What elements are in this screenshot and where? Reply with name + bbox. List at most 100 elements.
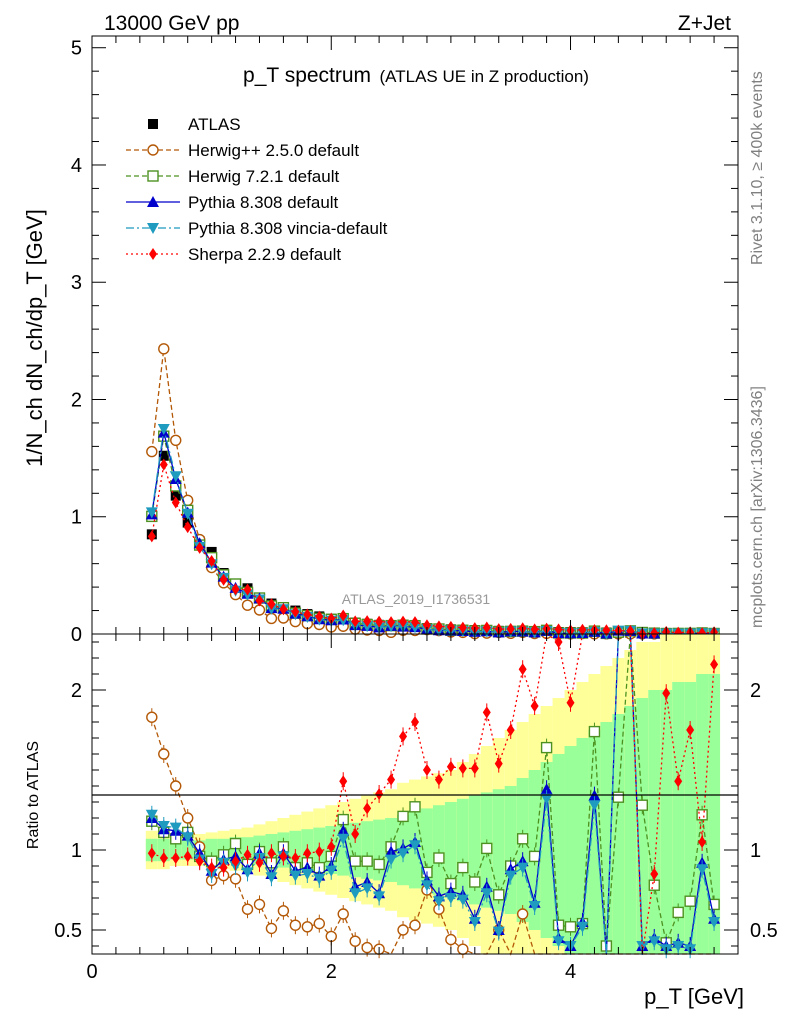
- ratio-band-green: [600, 722, 613, 954]
- ratio-band-green: [492, 789, 505, 911]
- ratio-point-sherpa: [650, 868, 659, 880]
- ratio-point-herwig25: [337, 908, 349, 920]
- ratio-point-vincia: [301, 869, 314, 880]
- ratio-point-vincia: [325, 865, 338, 877]
- ratio-band-green: [349, 822, 362, 878]
- point-sherpa: [231, 583, 240, 596]
- point-vincia: [169, 471, 182, 483]
- ratio-series-sherpa: [147, 632, 719, 955]
- ratio-point-vincia: [241, 867, 254, 879]
- ratio-point-herwig72: [457, 861, 469, 874]
- ratio-point-herwig25: [409, 919, 421, 931]
- ratio-point-herwig72: [229, 837, 242, 850]
- point-sherpa: [291, 605, 300, 618]
- ratio-band-green: [552, 754, 565, 946]
- point-herwig25: [265, 612, 278, 625]
- ratio-point-sherpa: [279, 850, 288, 863]
- point-sherpa: [375, 615, 384, 628]
- ratio-point-herwig25: [146, 711, 158, 723]
- ratio-point-vincia: [313, 873, 326, 885]
- series-line-sherpa: [151, 464, 715, 635]
- ratio-point-sherpa: [303, 847, 312, 860]
- point-sherpa: [267, 598, 276, 611]
- ratio-band-green: [504, 786, 517, 914]
- ratio-point-sherpa: [662, 687, 671, 700]
- ratio-point-herwig72: [696, 809, 708, 821]
- process-label: Z+Jet: [678, 12, 731, 35]
- ratio-point-herwig25: [241, 903, 254, 915]
- ratio-point-vincia: [361, 883, 374, 895]
- ratio-point-vincia: [708, 917, 721, 928]
- ratio-point-herwig25: [229, 873, 242, 885]
- ratio-point-herwig25: [158, 748, 170, 760]
- chart-title: p_T spectrum: [243, 64, 371, 87]
- ratio-band-green: [540, 762, 553, 938]
- point-sherpa: [207, 554, 216, 567]
- y-tick-label: 0: [71, 624, 82, 646]
- ratio-point-sherpa: [291, 852, 300, 864]
- ratio-point-vincia: [265, 872, 278, 884]
- ratio-point-vincia: [528, 901, 541, 912]
- ratio-point-herwig72: [672, 906, 684, 919]
- point-sherpa: [422, 619, 431, 632]
- ratio-point-herwig25: [182, 812, 194, 824]
- ratio-point-vincia: [552, 936, 565, 948]
- ratio-band-green: [420, 808, 433, 892]
- point-sherpa: [171, 496, 180, 509]
- ratio-point-sherpa: [315, 845, 324, 858]
- ratio-point-herwig72: [552, 919, 565, 931]
- legend-label-sherpa: Sherpa 2.2.9 default: [188, 245, 341, 264]
- ratio-point-sherpa: [243, 848, 252, 861]
- point-sherpa: [159, 458, 168, 471]
- ratio-point-vincia: [468, 917, 481, 928]
- legend-item-herwig25: Herwig++ 2.5.0 default: [126, 141, 359, 160]
- ratio-band-green: [660, 690, 673, 954]
- ratio-point-sherpa: [399, 730, 408, 743]
- ratio-point-herwig25: [170, 780, 182, 792]
- point-sherpa: [183, 521, 192, 534]
- point-sherpa: [506, 622, 515, 635]
- ratio-point-sherpa: [686, 724, 695, 736]
- x-tick-label: 2: [326, 961, 337, 983]
- y-tick-label: 1: [71, 507, 82, 529]
- legend-label-pythia: Pythia 8.308 default: [188, 193, 339, 212]
- ratio-point-herwig72: [373, 858, 385, 871]
- ratio-band-green: [684, 682, 697, 954]
- ratio-band-green: [576, 738, 589, 954]
- legend-label-herwig72: Herwig 7.2.1 default: [188, 167, 339, 186]
- point-sherpa: [243, 583, 252, 596]
- ratio-point-herwig72: [516, 833, 529, 845]
- ratio-point-herwig25: [301, 921, 314, 933]
- ratio-point-sherpa: [458, 762, 467, 775]
- ratio-band-green: [373, 819, 386, 881]
- ratio-point-sherpa: [147, 847, 156, 860]
- ratio-frame: [91, 633, 739, 955]
- x-tick-label: 0: [86, 961, 97, 983]
- ratio-point-vincia: [169, 822, 182, 834]
- ratio-point-herwig72: [564, 921, 577, 933]
- point-vincia: [181, 508, 194, 520]
- ratio-point-vincia: [337, 833, 350, 845]
- ratio-point-sherpa: [183, 850, 192, 863]
- legend-marker-pythia: [147, 196, 159, 207]
- legend-item-sherpa: Sherpa 2.2.9 default: [126, 245, 341, 264]
- legend-marker-vincia: [147, 223, 159, 234]
- point-sherpa: [434, 620, 443, 633]
- ratio-point-herwig25: [516, 908, 529, 920]
- series-line-herwig72: [151, 436, 715, 635]
- ratio-point-vincia: [492, 926, 505, 938]
- ratio-band-green: [361, 821, 374, 879]
- ratio-point-vincia: [432, 896, 445, 908]
- ratio-point-vincia: [516, 862, 529, 874]
- ratio-point-vincia: [145, 809, 158, 821]
- ratio-point-sherpa: [255, 856, 264, 869]
- point-sherpa: [458, 621, 467, 634]
- ratio-point-herwig25: [277, 905, 290, 917]
- point-atlas: [170, 490, 181, 501]
- ratio-point-sherpa: [482, 706, 491, 719]
- point-sherpa: [446, 620, 455, 633]
- legend-item-atlas: ATLAS: [148, 115, 241, 134]
- ratio-point-vincia: [696, 864, 709, 876]
- ratio-point-sherpa: [698, 836, 707, 848]
